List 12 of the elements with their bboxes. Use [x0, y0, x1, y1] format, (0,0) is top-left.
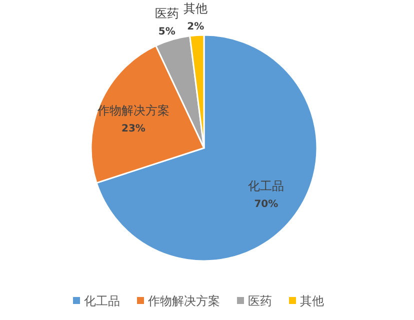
- slice-label: 化工品: [248, 179, 284, 194]
- legend-label: 其他: [300, 294, 324, 308]
- data-label: 23%: [122, 123, 146, 134]
- slice-label: 其他: [184, 1, 208, 16]
- slice-label: 作物解决方案: [96, 103, 170, 118]
- data-label: 2%: [187, 21, 204, 32]
- legend-label: 作物解决方案: [147, 294, 220, 308]
- slice-label: 医药: [154, 6, 179, 20]
- data-label: 5%: [158, 26, 176, 38]
- data-label: 70%: [254, 199, 278, 210]
- legend-label: 化工品: [84, 294, 120, 308]
- legend-label: 医药: [248, 294, 272, 308]
